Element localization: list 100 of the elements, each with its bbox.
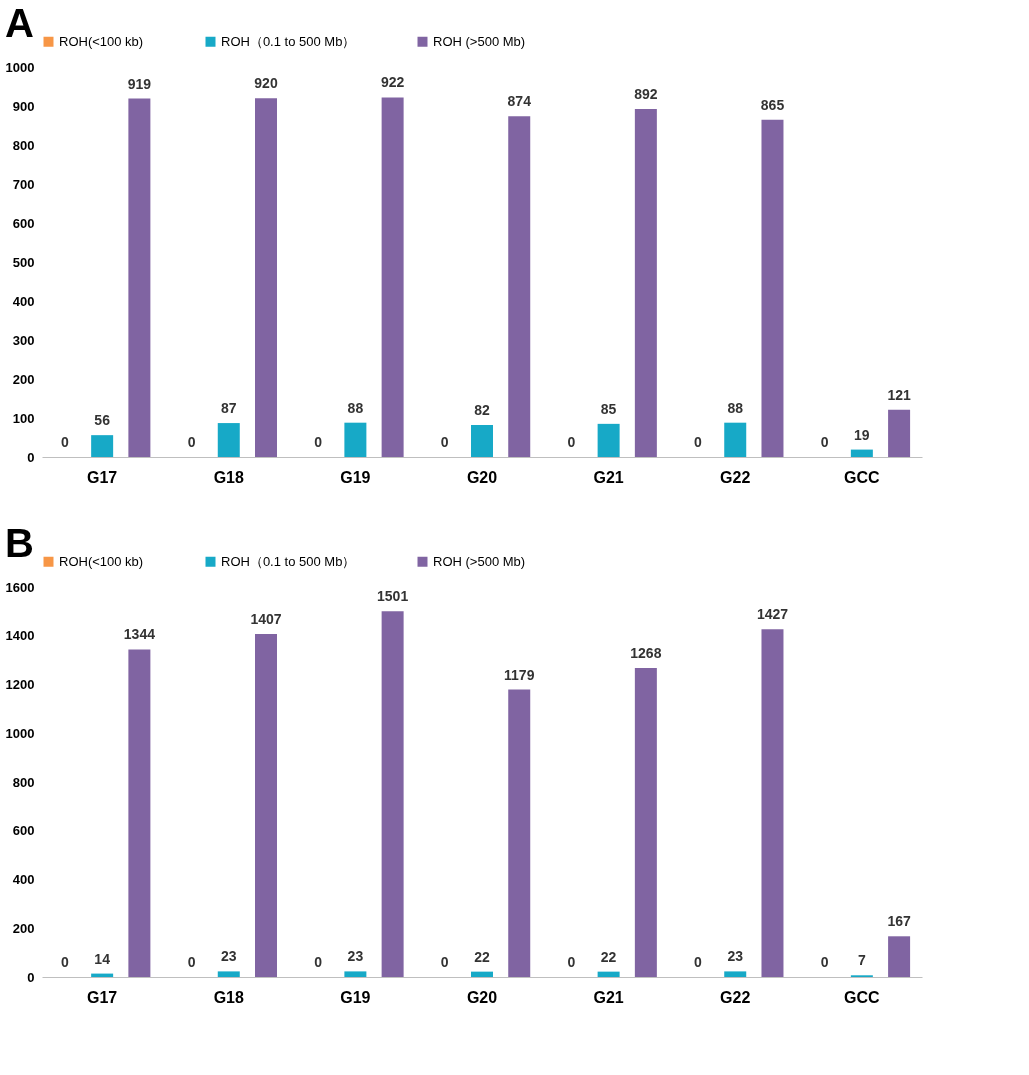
x-tick-label: GCC	[844, 468, 881, 486]
y-tick-label: 1000	[5, 59, 35, 75]
bar	[597, 423, 620, 457]
y-tick-label: 900	[12, 98, 35, 114]
x-tick-label: G18	[213, 468, 244, 486]
data-label: 7	[857, 952, 866, 969]
data-label: 19	[854, 426, 870, 443]
y-tick-label: 0	[27, 449, 35, 465]
data-label: 22	[474, 948, 490, 965]
legend-label: ROH(<100 kb)	[59, 553, 144, 569]
data-label: 0	[820, 954, 829, 970]
x-tick-label: G18	[213, 988, 244, 1006]
data-label: 1427	[756, 606, 789, 623]
data-label: 56	[94, 412, 111, 429]
data-label: 0	[61, 434, 69, 450]
bar	[381, 97, 404, 457]
bar	[217, 971, 240, 977]
y-tick-label: 300	[12, 332, 35, 348]
data-label: 0	[314, 434, 323, 450]
data-label: 1344	[123, 626, 156, 643]
data-label: 0	[187, 954, 196, 970]
data-label: 23	[347, 948, 364, 965]
x-tick-label: G21	[593, 988, 624, 1006]
bar	[634, 109, 657, 457]
y-tick-label: 500	[12, 254, 35, 270]
data-label: 1407	[250, 611, 282, 628]
data-label: 0	[440, 434, 449, 450]
y-tick-label: 200	[12, 920, 35, 936]
data-label: 1268	[630, 644, 662, 661]
x-tick-label: G22	[720, 468, 751, 486]
legend-label: ROH（0.1 to 500 Mb）	[221, 33, 356, 49]
data-label: 23	[727, 948, 744, 965]
data-label: 0	[187, 434, 196, 450]
data-label: 892	[634, 86, 658, 103]
data-label: 121	[887, 386, 911, 403]
bar	[471, 971, 493, 977]
data-label: 82	[474, 402, 490, 419]
data-label: 0	[694, 954, 703, 970]
bar	[724, 971, 747, 977]
data-label: 22	[600, 948, 617, 965]
y-tick-label: 800	[12, 137, 35, 153]
bar	[850, 449, 873, 457]
bar	[128, 98, 151, 457]
x-tick-label: GCC	[844, 988, 881, 1006]
chart-title: A	[5, 1, 34, 45]
y-tick-label: 0	[27, 969, 35, 985]
bar	[508, 116, 531, 457]
bar	[471, 425, 493, 457]
data-label: 23	[220, 948, 237, 965]
legend-label: ROH(<100 kb)	[59, 33, 144, 49]
data-label: 1179	[504, 666, 535, 683]
data-label: 167	[887, 913, 911, 930]
x-tick-label: G17	[87, 988, 118, 1006]
y-tick-label: 100	[12, 410, 35, 426]
legend-label: ROH (>500 Mb)	[433, 553, 526, 569]
bar	[761, 119, 784, 457]
bar	[724, 422, 747, 457]
x-tick-label: G19	[340, 988, 371, 1006]
data-label: 0	[694, 434, 703, 450]
bar	[888, 936, 911, 977]
data-label: 919	[127, 75, 152, 92]
data-label: 874	[507, 93, 532, 110]
x-tick-label: G17	[87, 468, 118, 486]
data-label: 0	[440, 954, 449, 970]
y-tick-label: 200	[12, 371, 35, 387]
x-tick-label: G20	[466, 468, 498, 486]
bar	[255, 98, 277, 457]
bar	[508, 689, 531, 977]
x-tick-label: G21	[593, 468, 624, 486]
data-label: 865	[760, 96, 785, 113]
x-tick-label: G22	[720, 988, 751, 1006]
data-label: 0	[820, 434, 829, 450]
y-tick-label: 800	[12, 774, 35, 790]
bar	[217, 423, 240, 457]
data-label: 0	[567, 954, 576, 970]
x-tick-label: G19	[340, 468, 371, 486]
data-label: 88	[347, 399, 364, 416]
bar	[255, 634, 277, 977]
y-tick-label: 1200	[5, 677, 35, 692]
data-label: 922	[380, 74, 405, 91]
data-label: 88	[727, 399, 744, 416]
data-label: 14	[94, 950, 111, 967]
data-label: 0	[314, 954, 323, 970]
bar	[634, 667, 657, 977]
y-tick-label: 700	[12, 176, 35, 192]
x-tick-label: G20	[466, 988, 498, 1006]
bar	[128, 649, 151, 977]
y-tick-label: 400	[12, 293, 35, 309]
data-label: 1501	[377, 588, 409, 605]
bar	[888, 409, 911, 457]
legend-label: ROH（0.1 to 500 Mb）	[221, 553, 356, 569]
bar	[761, 629, 784, 977]
chart-title: B	[5, 521, 34, 565]
y-tick-label: 1400	[5, 628, 35, 644]
y-tick-label: 600	[12, 215, 35, 231]
y-tick-label: 1600	[5, 579, 35, 595]
bar	[344, 422, 367, 457]
y-tick-label: 400	[12, 872, 35, 887]
bar	[91, 435, 114, 457]
bar	[344, 971, 367, 977]
